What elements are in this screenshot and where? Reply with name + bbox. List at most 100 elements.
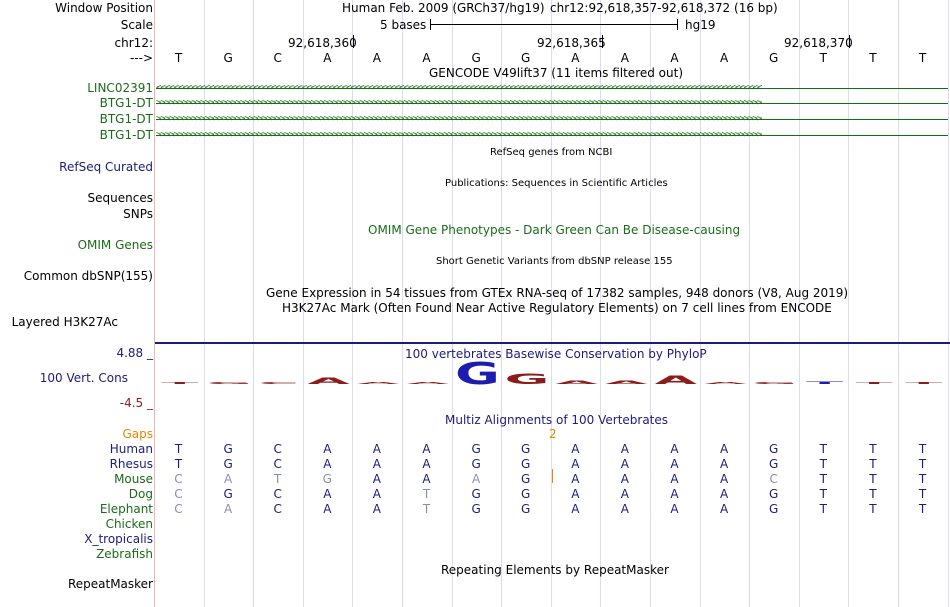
mouse-base-3: T xyxy=(274,472,282,486)
label-btg1-dt-2[interactable]: BTG1-DT xyxy=(99,112,153,126)
label-chicken[interactable]: Chicken xyxy=(105,517,153,531)
phylop-base-3: C xyxy=(259,382,299,385)
phylop-base-15: T xyxy=(856,382,894,385)
label-omim-genes[interactable]: OMIM Genes xyxy=(77,238,153,252)
gene-btg1-dt-2-arrows: >>>>>>>>>>>>>>>>>>>>>>>>>>>>>>>>>>>>>>>>… xyxy=(156,115,762,123)
human-base-1: T xyxy=(174,442,183,456)
label-mouse[interactable]: Mouse xyxy=(114,472,153,486)
gene-linc02391-arrows: <<<<<<<<<<<<<<<<<<<<<<<<<<<<<<<<<<<<<<<<… xyxy=(156,84,762,92)
dog-base-10: A xyxy=(620,487,629,501)
base-11: A xyxy=(670,51,679,65)
base-15: T xyxy=(869,51,877,65)
label-common-dbsnp[interactable]: Common dbSNP(155) xyxy=(23,269,153,283)
label-100-vert-cons[interactable]: 100 Vert. Cons xyxy=(39,371,128,385)
gtex-title: Gene Expression in 54 tissues from GTEx … xyxy=(266,286,849,300)
elephant-base-8: G xyxy=(521,502,531,516)
elephant-base-13: G xyxy=(769,502,779,516)
label-sequences[interactable]: Sequences xyxy=(87,191,153,205)
mouse-base-10: A xyxy=(620,472,629,486)
base-4: A xyxy=(323,51,332,65)
mouse-base-5: A xyxy=(372,472,381,486)
elephant-base-12: A xyxy=(719,502,729,516)
human-base-2: G xyxy=(223,442,233,456)
label-layered-h3k27ac[interactable]: Layered H3K27Ac xyxy=(11,315,118,329)
rhesus-base-15: T xyxy=(869,457,877,471)
human-base-6: A xyxy=(422,442,431,456)
phylop-base-14: T xyxy=(806,381,844,385)
grid-line xyxy=(600,0,602,607)
label-x-tropicalis[interactable]: X_tropicalis xyxy=(84,532,153,546)
cons-min-label: -4.5 _ xyxy=(119,396,153,410)
grid-line xyxy=(798,0,800,607)
dog-base-11: A xyxy=(670,487,679,501)
gene-btg1-dt-3-arrows: >>>>>>>>>>>>>>>>>>>>>>>>>>>>>>>>>>>>>>>>… xyxy=(156,131,762,139)
rhesus-base-4: A xyxy=(323,457,332,471)
grid-line xyxy=(253,0,255,607)
grid-line xyxy=(352,0,354,607)
dog-base-9: A xyxy=(571,487,580,501)
label-elephant[interactable]: Elephant xyxy=(99,502,153,516)
elephant-base-16: T xyxy=(918,502,927,516)
scale-bar-left-tick xyxy=(430,19,431,30)
grid-line xyxy=(749,0,751,607)
repeatmasker-title: Repeating Elements by RepeatMasker xyxy=(441,563,669,577)
elephant-base-4: A xyxy=(323,502,332,516)
grid-line xyxy=(550,0,552,607)
phylop-base-7: G xyxy=(455,360,500,392)
dog-base-4: A xyxy=(323,487,332,501)
rhesus-base-2: G xyxy=(223,457,233,471)
multiz-title: Multiz Alignments of 100 Vertebrates xyxy=(445,413,669,427)
base-8: G xyxy=(521,51,531,65)
human-base-13: G xyxy=(769,442,779,456)
dog-base-5: A xyxy=(372,487,381,501)
label-zebrafish[interactable]: Zebrafish xyxy=(96,547,153,561)
gap-count: 2 xyxy=(549,427,557,441)
label-btg1-dt-1[interactable]: BTG1-DT xyxy=(99,96,153,110)
phylop-base-12: A xyxy=(704,382,746,385)
label-human[interactable]: Human xyxy=(109,442,153,456)
phylop-base-8: G xyxy=(505,371,550,387)
grid-line xyxy=(203,0,205,607)
grid-line xyxy=(451,0,453,607)
mouse-base-4: G xyxy=(322,472,332,486)
mouse-base-1: C xyxy=(174,472,183,486)
label-btg1-dt-3[interactable]: BTG1-DT xyxy=(99,128,153,142)
base-5: A xyxy=(372,51,381,65)
gene-linc02391[interactable]: <<<<<<<<<<<<<<<<<<<<<<<<<<<<<<<<<<<<<<<<… xyxy=(156,84,948,92)
label-gaps[interactable]: Gaps xyxy=(122,427,153,441)
label-refseq-curated[interactable]: RefSeq Curated xyxy=(59,160,153,174)
scale-bar-label: 5 bases xyxy=(380,18,427,32)
label-strand[interactable]: ---> xyxy=(129,51,153,65)
human-base-3: C xyxy=(273,442,282,456)
phylop-base-6: A xyxy=(407,382,449,385)
label-linc02391[interactable]: LINC02391 xyxy=(87,81,153,95)
grid-line xyxy=(402,0,403,607)
gene-btg1-dt-2[interactable]: >>>>>>>>>>>>>>>>>>>>>>>>>>>>>>>>>>>>>>>>… xyxy=(156,115,948,123)
base-9: A xyxy=(571,51,580,65)
mouse-base-6: A xyxy=(422,472,431,486)
label-rhesus[interactable]: Rhesus xyxy=(109,457,153,471)
label-repeatmasker[interactable]: RepeatMasker xyxy=(67,577,153,591)
gene-btg1-dt-1[interactable]: >>>>>>>>>>>>>>>>>>>>>>>>>>>>>>>>>>>>>>>>… xyxy=(156,99,948,107)
label-window-position: Window Position xyxy=(55,1,153,15)
label-snps[interactable]: SNPs xyxy=(123,207,153,221)
phylop-base-11: A xyxy=(655,373,698,387)
grid-line xyxy=(650,0,651,607)
grid-line xyxy=(848,0,850,607)
mouse-base-12: A xyxy=(719,472,729,486)
human-base-12: A xyxy=(719,442,729,456)
mouse-base-13: C xyxy=(769,472,778,486)
cons-top-line xyxy=(155,342,950,344)
grid-line xyxy=(947,0,949,607)
label-dog[interactable]: Dog xyxy=(128,487,153,501)
phylop-base-5: A xyxy=(357,382,399,385)
dog-base-8: G xyxy=(521,487,531,501)
gene-btg1-dt-3[interactable]: >>>>>>>>>>>>>>>>>>>>>>>>>>>>>>>>>>>>>>>>… xyxy=(156,131,948,139)
rhesus-base-13: G xyxy=(769,457,779,471)
label-scale: Scale xyxy=(120,18,153,32)
rhesus-base-5: A xyxy=(372,457,381,471)
omim-title: OMIM Gene Phenotypes - Dark Green Can Be… xyxy=(368,223,741,237)
elephant-base-14: T xyxy=(819,502,827,516)
human-base-16: T xyxy=(918,442,927,456)
